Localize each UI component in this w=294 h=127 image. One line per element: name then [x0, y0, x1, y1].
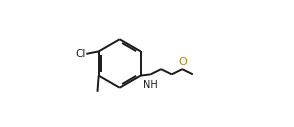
Text: NH: NH: [143, 80, 158, 90]
Text: O: O: [178, 57, 187, 67]
Text: Cl: Cl: [75, 49, 86, 59]
